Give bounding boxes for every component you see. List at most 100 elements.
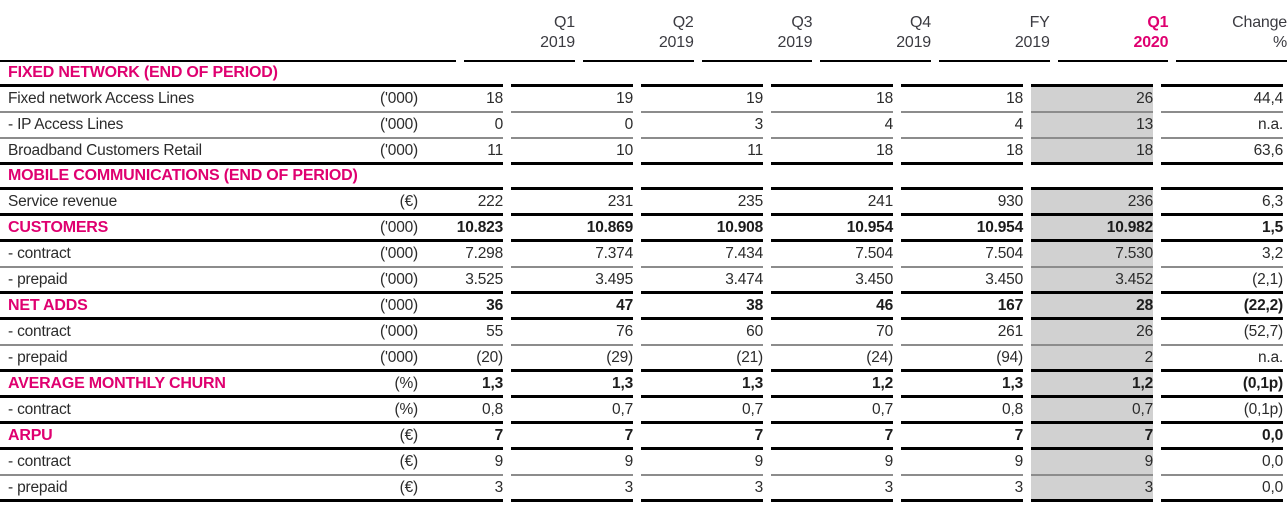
column-header-period: Q4: [910, 14, 931, 31]
value-cell: [771, 165, 893, 190]
data-row: - contract (€) 9 9 9 9 9 9 0,0: [0, 450, 1287, 476]
row-label: - contract: [8, 323, 71, 340]
unit-cell: ('000): [380, 218, 418, 236]
section-row: MOBILE COMMUNICATIONS (END OF PERIOD): [0, 165, 1287, 190]
row-label: CUSTOMERS: [8, 218, 109, 236]
row-left-segment: - contract ('000) 7.298: [0, 242, 503, 268]
value-text: (0,1p): [1243, 400, 1283, 418]
row-left-segment: - IP Access Lines ('000) 0: [0, 113, 503, 139]
value-text: 7: [1144, 426, 1154, 444]
column-header: Q4 2019: [820, 2, 931, 62]
value-text: 47: [616, 296, 633, 314]
value-cell: 10.869: [511, 216, 633, 242]
value-text: 1,2: [872, 374, 893, 392]
value-cell: 0: [494, 116, 504, 133]
value-text: 13: [1136, 116, 1153, 133]
value-text: 9: [884, 453, 894, 470]
unit-cell: (%): [394, 400, 418, 418]
value-text: 7: [754, 426, 764, 444]
unit-cell: ('000): [380, 270, 418, 288]
value-text: 1,3: [1002, 374, 1023, 392]
column-header: FY 2019: [938, 2, 1050, 62]
value-cell: 9: [511, 450, 633, 476]
unit-cell: ('000): [380, 323, 418, 340]
value-text: 18: [1136, 141, 1153, 159]
unit-cell: (%): [394, 374, 418, 392]
row-label: MOBILE COMMUNICATIONS (END OF PERIOD): [8, 167, 358, 184]
data-row: Service revenue (€) 222 231 235 241 930 236 6,3: [0, 190, 1287, 216]
row-left-segment: - contract (€) 9: [0, 450, 503, 476]
value-cell: 7.434: [641, 242, 763, 268]
value-text: 0,7: [612, 400, 633, 418]
change-cell: 44,4: [1161, 87, 1283, 113]
value-cell: 11: [487, 141, 503, 159]
change-cell: n.a.: [1161, 113, 1283, 139]
column-header-year: 2019: [1014, 34, 1050, 51]
current-quarter-cell: [1031, 165, 1153, 190]
value-text: 38: [746, 296, 763, 314]
value-text: 0,7: [872, 400, 893, 418]
current-quarter-cell: 236: [1031, 190, 1153, 216]
value-text: 44,4: [1253, 90, 1284, 107]
value-cell: 3.525: [465, 270, 503, 288]
table-body: FIXED NETWORK (END OF PERIOD) Fixed netwo…: [0, 62, 1287, 502]
value-cell: 3: [641, 476, 763, 502]
column-header-year: 2019: [896, 34, 931, 51]
value-cell: [641, 165, 763, 190]
value-text: 11: [747, 141, 763, 159]
current-quarter-cell: [1031, 62, 1153, 87]
value-text: 1,5: [1262, 218, 1283, 236]
value-text: 7.530: [1115, 245, 1153, 262]
value-cell: [641, 62, 763, 87]
row-label: - contract: [8, 245, 71, 262]
row-left-segment: CUSTOMERS ('000) 10.823: [0, 216, 503, 242]
change-cell: (2,1): [1161, 268, 1283, 294]
change-cell: (0,1p): [1161, 372, 1283, 398]
row-label: - prepaid: [8, 478, 68, 496]
row-left-segment: Broadband Customers Retail ('000) 11: [0, 139, 503, 165]
value-cell: 18: [771, 87, 893, 113]
column-header: Q3 2019: [701, 2, 813, 62]
value-text: 3: [754, 478, 764, 496]
value-cell: 10.908: [641, 216, 763, 242]
value-cell: 9: [494, 453, 504, 470]
value-cell: 4: [771, 113, 893, 139]
change-cell: [1161, 165, 1283, 190]
row-label: ARPU: [8, 426, 53, 444]
value-cell: 1,2: [771, 372, 893, 398]
value-cell: (94): [901, 346, 1023, 372]
value-text: 3.452: [1115, 270, 1153, 288]
value-text: (24): [866, 348, 893, 366]
unit-cell: (€): [399, 192, 419, 210]
value-cell: 9: [771, 450, 893, 476]
unit-cell: ('000): [380, 245, 418, 262]
change-cell: (22,2): [1161, 294, 1283, 320]
value-text: 10.908: [716, 218, 763, 236]
data-row: Fixed network Access Lines ('000) 18 19 19 18…: [0, 87, 1287, 113]
unit-cell: (€): [399, 453, 419, 470]
value-cell: 10.823: [456, 218, 503, 236]
value-cell: 47: [511, 294, 633, 320]
value-cell: [511, 165, 633, 190]
value-text: 70: [876, 323, 893, 340]
value-text: 18: [876, 90, 893, 107]
data-row: Broadband Customers Retail ('000) 11 10 11 18…: [0, 139, 1287, 165]
data-row: - contract ('000) 7.298 7.374 7.434 7.504 7.50…: [0, 242, 1287, 268]
value-text: 236: [1127, 192, 1153, 210]
value-text: 7: [884, 426, 894, 444]
value-text: (29): [606, 348, 633, 366]
value-cell: 0: [511, 113, 633, 139]
value-text: 3.450: [855, 270, 893, 288]
value-text: 3: [884, 478, 894, 496]
value-text: 7.504: [985, 245, 1023, 262]
value-text: 0,0: [1262, 453, 1283, 470]
data-row: CUSTOMERS ('000) 10.823 10.869 10.908 10.954 1…: [0, 216, 1287, 242]
value-cell: 7.298: [465, 245, 503, 262]
value-text: 3: [624, 478, 634, 496]
value-text: 6,3: [1262, 192, 1283, 210]
value-text: (2,1): [1252, 270, 1283, 288]
current-quarter-cell: 26: [1031, 320, 1153, 346]
value-text: 1,3: [612, 374, 633, 392]
value-cell: 231: [511, 190, 633, 216]
